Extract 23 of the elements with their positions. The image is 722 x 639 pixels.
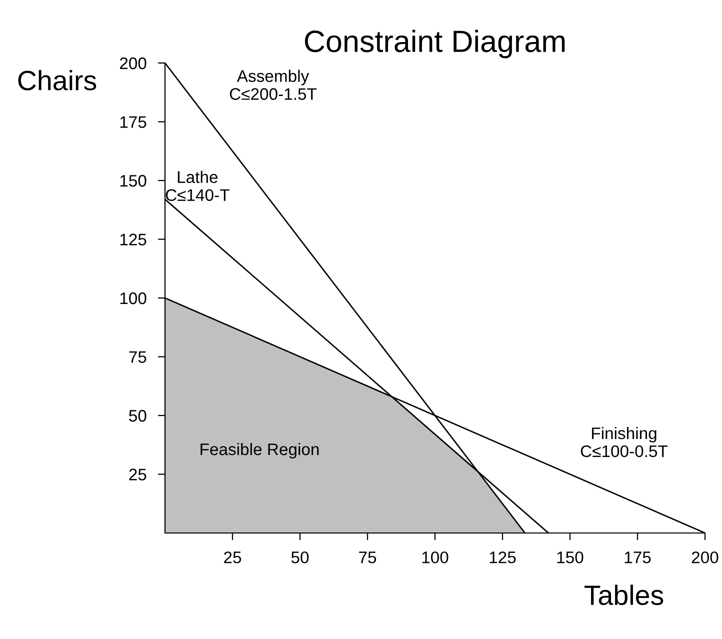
- x-tick-label: 175: [624, 552, 651, 564]
- y-tick-label: 125: [120, 234, 146, 246]
- y-tick-label: 150: [120, 174, 146, 187]
- y-tick-label: 200: [120, 57, 146, 70]
- x-tick-label: 25: [224, 551, 242, 564]
- y-tick-label: 175: [120, 116, 146, 128]
- x-tick-label: 50: [291, 551, 309, 564]
- y-tick-label: 50: [129, 410, 146, 422]
- series-label: Finishing C≤100-0.5T: [580, 426, 668, 458]
- y-tick-label: 100: [120, 292, 146, 304]
- y-axis-title: Chairs: [18, 70, 96, 90]
- y-tick-label: 75: [129, 351, 146, 363]
- series-label: Feasible Region: [200, 442, 319, 459]
- series-label: Assembly C≤200-1.5T: [230, 70, 317, 100]
- x-tick-label: 100: [422, 551, 448, 564]
- x-axis-title: Tables: [584, 584, 664, 606]
- series-label: Lathe C≤140-T: [166, 170, 230, 201]
- y-tick-label: 25: [129, 468, 146, 480]
- x-tick-label: 125: [490, 551, 516, 564]
- chart-title: Constraint Diagram: [304, 30, 565, 58]
- x-tick-label: 75: [359, 552, 376, 564]
- x-tick-label: 200: [692, 551, 718, 564]
- x-tick-label: 150: [557, 551, 584, 564]
